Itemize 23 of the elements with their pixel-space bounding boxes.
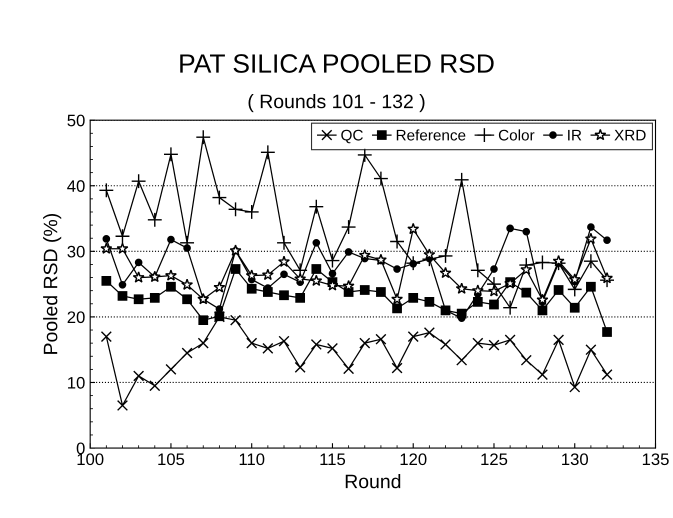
legend-label: Color bbox=[498, 129, 534, 141]
x-tick-label: 125 bbox=[481, 453, 508, 466]
y-tick-label: 50 bbox=[67, 114, 85, 126]
x-tick-label: 115 bbox=[320, 454, 346, 466]
x-tick-label: 130 bbox=[562, 453, 588, 466]
legend-label: QC bbox=[341, 130, 363, 144]
x-tick-label: 135 bbox=[642, 453, 669, 466]
x-tick-label: 105 bbox=[158, 453, 184, 466]
legend-label: Reference bbox=[396, 129, 466, 141]
chart-subtitle: ( Rounds 101 - 132 ) bbox=[248, 94, 424, 112]
x-axis-title: Round bbox=[346, 474, 400, 488]
y-tick-label: 10 bbox=[68, 376, 85, 389]
y-tick-label: 20 bbox=[68, 311, 85, 324]
y-tick-label: 0 bbox=[76, 442, 85, 454]
x-tick-label: 110 bbox=[240, 453, 264, 466]
x-tick-label: 100 bbox=[78, 453, 104, 466]
y-tick-label: 40 bbox=[67, 180, 85, 192]
y-tick-label: 30 bbox=[67, 246, 85, 258]
chart-title: PAT SILICA POOLED RSD bbox=[180, 54, 494, 73]
y-axis-title: Pooled RSD (%) bbox=[43, 214, 62, 354]
x-tick-label: 120 bbox=[400, 453, 426, 466]
legend-label: XRD bbox=[614, 130, 646, 140]
legend-label: IR bbox=[568, 130, 582, 140]
